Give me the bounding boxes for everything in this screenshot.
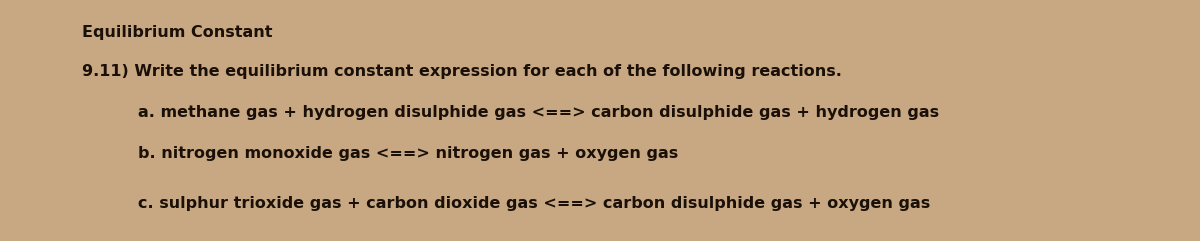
Text: a. methane gas + hydrogen disulphide gas <==> carbon disulphide gas + hydrogen g: a. methane gas + hydrogen disulphide gas… xyxy=(138,105,940,120)
Text: 9.11) Write the equilibrium constant expression for each of the following reacti: 9.11) Write the equilibrium constant exp… xyxy=(82,64,841,79)
Text: Equilibrium Constant: Equilibrium Constant xyxy=(82,25,272,40)
Text: b. nitrogen monoxide gas <==> nitrogen gas + oxygen gas: b. nitrogen monoxide gas <==> nitrogen g… xyxy=(138,146,678,161)
Text: c. sulphur trioxide gas + carbon dioxide gas <==> carbon disulphide gas + oxygen: c. sulphur trioxide gas + carbon dioxide… xyxy=(138,196,930,211)
